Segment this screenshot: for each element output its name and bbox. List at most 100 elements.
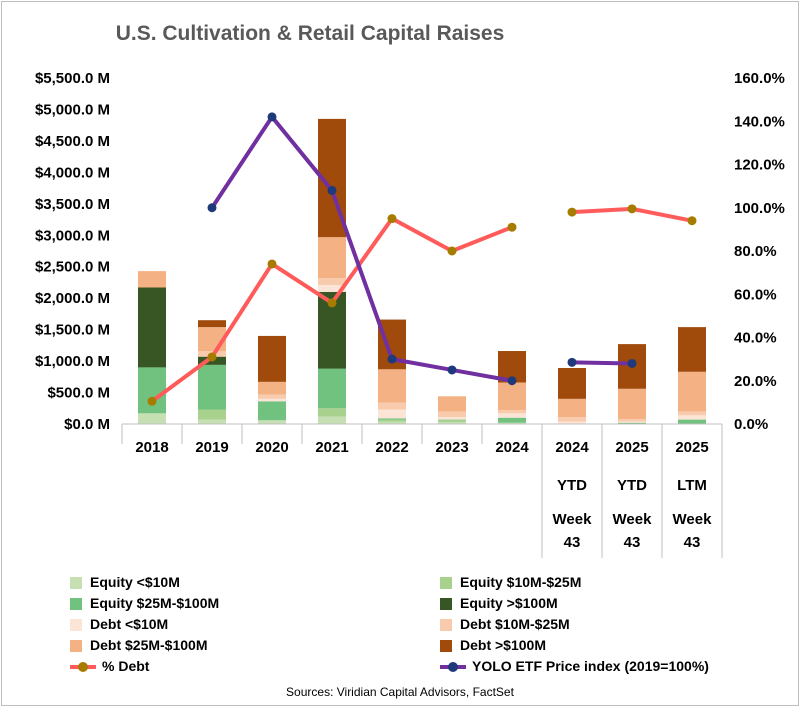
x-tick-label: 2023 <box>435 439 468 456</box>
y-right-tick-label: 20.0% <box>734 373 777 390</box>
bar-segment <box>318 284 346 292</box>
y-left-tick-label: $0.0 M <box>64 416 110 433</box>
bar-segment <box>438 417 466 420</box>
series-point <box>327 185 337 195</box>
x-tick-label: 2022 <box>375 439 408 456</box>
y-right-tick-label: 80.0% <box>734 243 777 260</box>
bar-segment <box>498 417 526 423</box>
legend-item-equity-25-100m: Equity $25M-$100M <box>70 595 219 611</box>
bar-segment <box>558 398 586 418</box>
series-line <box>210 114 514 383</box>
series-point <box>627 204 637 214</box>
x-tick-label: 43 <box>624 534 641 551</box>
x-tick-label: 2024 <box>555 439 589 456</box>
y-left-tick-label: $1,500.0 M <box>35 322 110 339</box>
legend-label: Equity >$100M <box>460 595 558 611</box>
legend-label: Equity $10M-$25M <box>460 574 582 590</box>
y-right-tick-label: 140.0% <box>734 113 785 130</box>
bar-segment <box>198 364 226 410</box>
bar-segment <box>318 368 346 409</box>
legend-label: Equity <$10M <box>90 574 180 590</box>
bar-segment <box>378 409 406 419</box>
legend-item-equity-10-25m: Equity $10M-$25M <box>440 574 581 590</box>
bar-segment <box>378 402 406 410</box>
y-left-tick-label: $3,000.0 M <box>35 227 110 244</box>
y-right-tick-label: 160.0% <box>734 70 785 87</box>
bar-segment <box>438 422 466 424</box>
bar-segment <box>258 381 286 395</box>
series-point <box>507 376 517 386</box>
series-point <box>387 214 397 224</box>
x-tick-label: 2020 <box>255 439 288 456</box>
x-tick-label: 2019 <box>195 439 228 456</box>
legend-line-symbol <box>70 661 96 673</box>
bar-segment <box>558 417 586 422</box>
bar-segment <box>618 421 646 423</box>
series-point <box>267 112 277 122</box>
y-left-tick-label: $3,500.0 M <box>35 196 110 213</box>
legend-item-pct-debt: % Debt <box>70 658 149 674</box>
series-point <box>627 358 637 368</box>
series-point <box>567 207 577 217</box>
legend-swatch <box>440 619 452 632</box>
x-tick-label: 2021 <box>315 439 348 456</box>
x-tick-label: LTM <box>677 477 707 494</box>
series-point <box>207 352 217 362</box>
series-point <box>327 298 337 308</box>
bar-segment <box>618 388 646 419</box>
bar-segment <box>558 421 586 424</box>
y-left-tick-label: $500.0 M <box>47 385 110 402</box>
legend-item-equity-lt10m: Equity <$10M <box>70 574 180 590</box>
y-left-tick-label: $5,500.0 M <box>35 70 110 87</box>
bar-segment <box>678 411 706 416</box>
bar-segment <box>678 419 706 424</box>
x-tick-label: 2018 <box>135 439 168 456</box>
x-tick-label: 43 <box>684 534 701 551</box>
x-tick-label: Week <box>553 511 593 528</box>
legend-swatch <box>70 577 82 590</box>
series-point <box>687 216 697 226</box>
bar-segment <box>558 368 586 399</box>
bar-segment <box>438 419 466 421</box>
series-point <box>147 396 157 406</box>
y-right-tick-label: 100.0% <box>734 200 785 217</box>
legend-item-debt-gt100m: Debt >$100M <box>440 637 546 653</box>
x-tick-label: Week <box>673 511 713 528</box>
bar-segment <box>258 394 286 399</box>
x-tick-label: 2024 <box>495 439 529 456</box>
y-right-tick-label: 0.0% <box>734 416 768 433</box>
bar-segment <box>498 413 526 418</box>
series-point <box>447 246 457 256</box>
bar-segment <box>258 401 286 421</box>
bar-segment <box>378 421 406 424</box>
legend-swatch <box>70 598 82 611</box>
x-tick-label: 2025 <box>675 439 708 456</box>
bar-segment <box>258 398 286 402</box>
legend-item-equity-gt100m: Equity >$100M <box>440 595 558 611</box>
legend-swatch <box>440 598 452 611</box>
bar-segment <box>618 422 646 424</box>
source-note: Sources: Viridian Capital Advisors, Fact… <box>286 685 514 699</box>
bar-segment <box>138 287 166 368</box>
bar-segment <box>198 320 226 328</box>
bar-segment <box>498 382 526 411</box>
bar-segment <box>318 278 346 285</box>
legend-item-debt-lt10m: Debt <$10M <box>70 616 168 632</box>
legend-swatch <box>440 640 452 653</box>
bar-segment <box>678 371 706 412</box>
bar-segment <box>318 237 346 279</box>
y-left-tick-label: $4,500.0 M <box>35 133 110 150</box>
x-tick-label: 43 <box>564 534 581 551</box>
legend-swatch <box>70 640 82 653</box>
bar-segment <box>138 367 166 414</box>
bar-segment <box>438 420 466 423</box>
legend-label: Debt $25M-$100M <box>90 637 208 653</box>
bar-segment <box>318 408 346 417</box>
bar-segment <box>438 411 466 418</box>
legend-swatch <box>440 577 452 590</box>
legend-label: Debt >$100M <box>460 637 546 653</box>
bar-segment <box>678 327 706 372</box>
bar-segment <box>378 419 406 422</box>
series-point <box>387 354 397 364</box>
